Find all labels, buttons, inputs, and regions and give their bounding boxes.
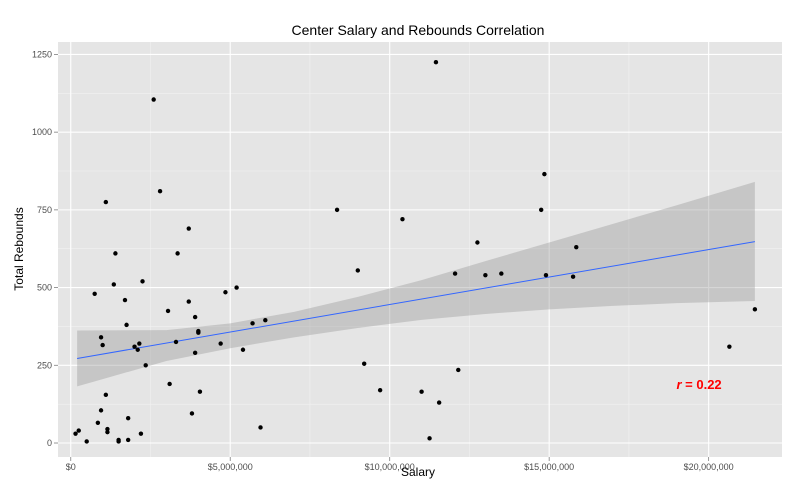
data-point — [167, 381, 172, 387]
data-point — [186, 226, 191, 231]
y-tick-label: 1250 — [32, 49, 52, 59]
data-point — [116, 437, 121, 443]
x-axis-title: Salary — [401, 465, 435, 479]
x-tick-label: $0 — [66, 462, 76, 472]
y-tick-label: 0 — [47, 438, 52, 448]
data-points — [73, 60, 758, 444]
y-axis-ticks: 0 250 500 750 1000 1250 — [32, 49, 58, 448]
data-point — [103, 199, 109, 205]
data-point — [263, 318, 268, 323]
data-point — [125, 437, 131, 443]
x-tick-label: $10,000,000 — [365, 462, 415, 472]
data-point — [727, 344, 732, 349]
data-point — [125, 415, 131, 421]
data-point — [135, 347, 140, 352]
regression-line — [77, 241, 755, 359]
data-point — [752, 307, 758, 312]
data-point — [132, 344, 137, 349]
data-point — [234, 285, 239, 290]
data-point — [427, 436, 432, 441]
data-point — [355, 268, 361, 273]
data-point — [542, 171, 547, 177]
y-tick-label: 250 — [37, 360, 52, 370]
data-point — [499, 271, 504, 276]
data-point — [84, 439, 89, 444]
minor-gridlines — [58, 42, 782, 457]
data-point — [175, 251, 180, 256]
data-point — [95, 420, 101, 426]
data-point — [189, 411, 195, 416]
data-point — [151, 97, 156, 102]
data-point — [433, 60, 439, 65]
data-point — [165, 308, 171, 314]
data-point — [456, 367, 461, 373]
correlation-r-symbol: r — [676, 377, 682, 392]
data-point — [192, 350, 198, 356]
data-point — [436, 400, 442, 405]
data-point — [143, 363, 148, 368]
data-point — [111, 282, 117, 287]
data-point — [218, 341, 223, 346]
data-point — [105, 429, 110, 435]
data-point — [103, 392, 109, 398]
data-point — [377, 387, 383, 393]
data-point — [196, 328, 201, 334]
confidence-band — [77, 181, 755, 387]
correlation-value: = 0.22 — [682, 377, 722, 392]
data-point — [574, 244, 579, 250]
major-gridlines — [58, 42, 782, 457]
data-point — [258, 425, 263, 430]
data-point — [400, 216, 405, 222]
data-point — [250, 321, 255, 326]
data-point — [361, 361, 367, 366]
data-point — [192, 314, 198, 320]
y-tick-label: 1000 — [32, 127, 52, 137]
data-point — [475, 240, 480, 245]
data-point — [105, 426, 110, 432]
data-point — [76, 428, 81, 433]
chart-title: Center Salary and Rebounds Correlation — [292, 22, 545, 38]
data-point — [124, 322, 129, 328]
x-tick-label: $15,000,000 — [524, 462, 574, 472]
data-point — [483, 272, 488, 278]
plot-panel — [58, 42, 782, 457]
x-axis-ticks: $0 $5,000,000 $10,000,000 $15,000,000 $20,00… — [66, 457, 734, 472]
data-point — [157, 189, 163, 194]
data-point — [240, 347, 246, 352]
data-point — [538, 207, 544, 213]
data-point — [197, 389, 203, 394]
data-point — [113, 251, 118, 256]
data-point — [140, 279, 145, 284]
x-tick-label: $20,000,000 — [684, 462, 734, 472]
data-point — [92, 291, 97, 296]
data-point — [138, 431, 144, 436]
data-point — [223, 290, 228, 295]
data-point — [73, 431, 78, 436]
data-point — [98, 408, 104, 413]
correlation-annotation: r = 0.22 — [676, 377, 721, 392]
data-point — [334, 207, 340, 213]
data-point — [543, 272, 549, 278]
data-point — [570, 274, 576, 279]
data-point — [137, 341, 142, 346]
x-tick-label: $5,000,000 — [208, 462, 253, 472]
data-point — [100, 342, 105, 348]
data-point — [452, 271, 458, 276]
data-point — [186, 299, 191, 304]
y-tick-label: 750 — [37, 205, 52, 215]
data-point — [419, 389, 424, 394]
data-point — [173, 339, 179, 345]
y-axis-title: Total Rebounds — [12, 207, 26, 290]
data-point — [98, 335, 104, 340]
data-point — [122, 297, 128, 303]
y-tick-label: 500 — [37, 283, 52, 293]
